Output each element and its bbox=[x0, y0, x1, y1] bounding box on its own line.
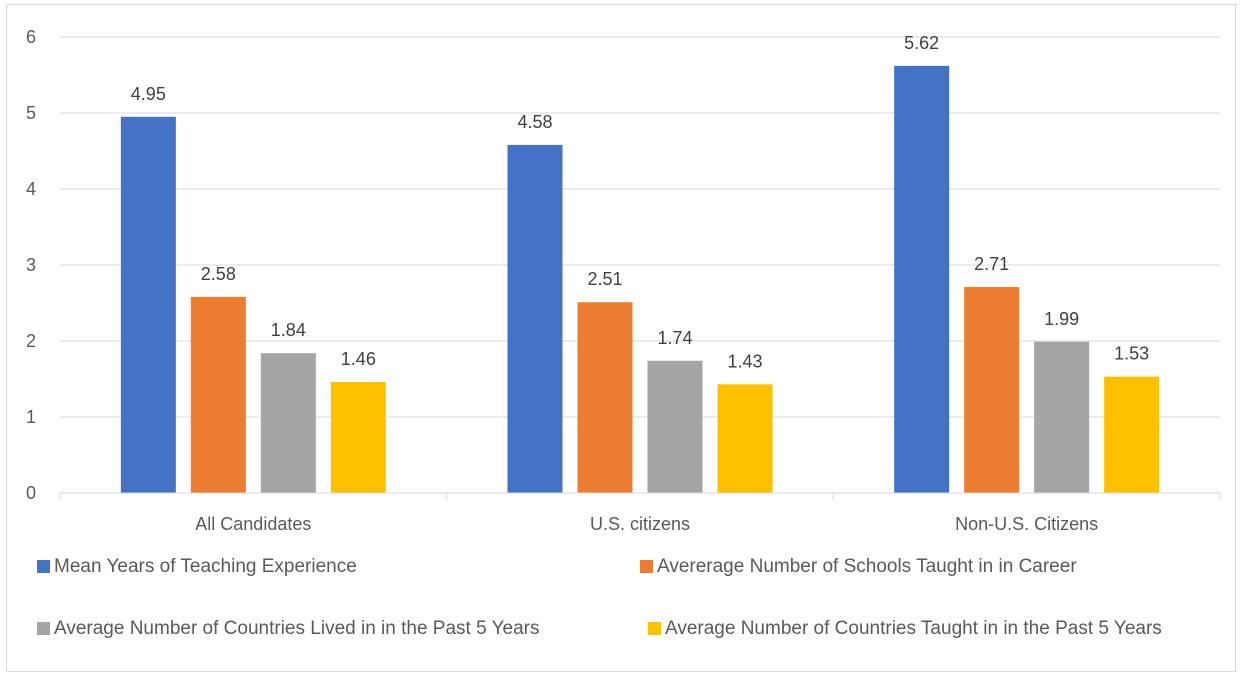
bar bbox=[507, 144, 563, 494]
legend-item: Average Number of Countries Lived in in … bbox=[37, 618, 540, 639]
y-tick-label: 0 bbox=[26, 483, 36, 503]
bars bbox=[120, 65, 1160, 494]
x-tick-label: Non-U.S. Citizens bbox=[955, 514, 1098, 534]
bar bbox=[894, 65, 950, 493]
bar bbox=[1104, 376, 1160, 493]
legend-item: Mean Years of Teaching Experience bbox=[37, 556, 357, 577]
bar bbox=[964, 287, 1020, 493]
legend-swatch bbox=[648, 622, 661, 635]
y-tick-label: 1 bbox=[26, 407, 36, 427]
bar bbox=[1034, 341, 1090, 493]
legend-label: Average Number of Countries Lived in in … bbox=[54, 618, 540, 639]
legend-item: Avererage Number of Schools Taught in in… bbox=[640, 556, 1077, 577]
bar bbox=[577, 302, 633, 493]
legend-label: Average Number of Countries Taught in in… bbox=[665, 618, 1162, 639]
data-label: 2.71 bbox=[974, 254, 1009, 274]
data-label: 2.51 bbox=[587, 269, 622, 289]
legend-swatch bbox=[37, 560, 50, 573]
legend: Mean Years of Teaching Experience Averera… bbox=[37, 556, 1162, 639]
data-labels: 4.95 2.58 1.84 1.46 4.58 2.51 1.74 1.43 5.62 2.71… bbox=[131, 33, 1149, 371]
data-label: 1.84 bbox=[271, 320, 306, 340]
legend-label: Avererage Number of Schools Taught in in… bbox=[657, 556, 1077, 577]
bar bbox=[330, 382, 386, 493]
bar bbox=[190, 296, 246, 493]
y-tick-label: 4 bbox=[26, 179, 36, 199]
data-label: 1.74 bbox=[657, 328, 692, 348]
legend-swatch bbox=[640, 560, 653, 573]
x-tick-label: U.S. citizens bbox=[590, 514, 690, 534]
x-axis: All Candidates U.S. citizens Non-U.S. Citi… bbox=[59, 492, 1221, 534]
data-label: 5.62 bbox=[904, 33, 939, 53]
bar bbox=[647, 360, 703, 493]
gridlines bbox=[60, 36, 1220, 418]
data-label: 1.99 bbox=[1044, 309, 1079, 329]
x-tick-label: All Candidates bbox=[195, 514, 311, 534]
legend-label: Mean Years of Teaching Experience bbox=[54, 556, 357, 577]
y-tick-label: 5 bbox=[26, 103, 36, 123]
legend-item: Average Number of Countries Taught in in… bbox=[648, 618, 1162, 639]
bar bbox=[260, 353, 316, 493]
legend-swatch bbox=[37, 622, 50, 635]
data-label: 1.43 bbox=[727, 351, 762, 371]
data-label: 2.58 bbox=[201, 264, 236, 284]
bar bbox=[120, 116, 176, 494]
y-tick-label: 2 bbox=[26, 331, 36, 351]
data-label: 4.95 bbox=[131, 84, 166, 104]
data-label: 1.46 bbox=[341, 349, 376, 369]
bar bbox=[717, 384, 773, 493]
y-tick-label: 6 bbox=[26, 27, 36, 47]
data-label: 4.58 bbox=[517, 112, 552, 132]
y-axis-ticks: 0 1 2 3 4 5 6 bbox=[26, 27, 36, 503]
data-label: 1.53 bbox=[1114, 344, 1149, 364]
y-tick-label: 3 bbox=[26, 255, 36, 275]
